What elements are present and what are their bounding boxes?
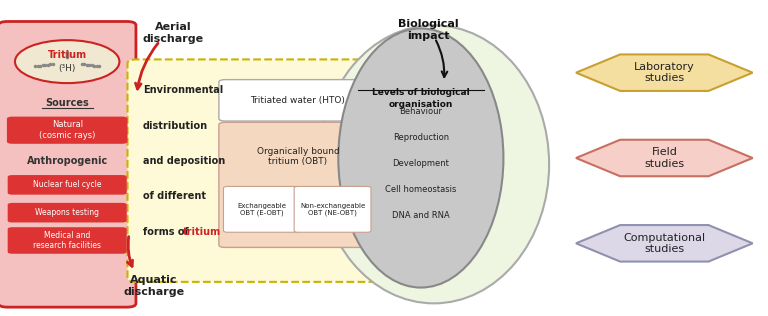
Text: Medical and
research facilities: Medical and research facilities	[33, 231, 101, 250]
Text: Laboratory
studies: Laboratory studies	[634, 62, 695, 83]
Text: Exchangeable
OBT (E-OBT): Exchangeable OBT (E-OBT)	[237, 203, 286, 216]
Text: Weapons testing: Weapons testing	[35, 208, 99, 217]
Text: Organically bound
tritium (OBT): Organically bound tritium (OBT)	[257, 147, 339, 166]
Text: Natural
(cosmic rays): Natural (cosmic rays)	[39, 120, 95, 140]
Text: Development: Development	[392, 159, 449, 168]
Text: Tritium: Tritium	[48, 50, 87, 60]
FancyBboxPatch shape	[294, 186, 371, 232]
Text: Biological
impact: Biological impact	[399, 19, 458, 40]
Text: Nuclear fuel cycle: Nuclear fuel cycle	[33, 180, 101, 189]
FancyBboxPatch shape	[8, 227, 127, 254]
Ellipse shape	[338, 28, 504, 288]
FancyBboxPatch shape	[127, 59, 388, 282]
Ellipse shape	[319, 25, 549, 303]
Text: Environmental: Environmental	[143, 85, 223, 95]
Text: Aerial
discharge: Aerial discharge	[142, 22, 204, 44]
FancyBboxPatch shape	[8, 175, 127, 195]
Text: Levels of biological
organisation: Levels of biological organisation	[372, 88, 470, 109]
Text: Sources: Sources	[45, 98, 89, 108]
Text: (³H): (³H)	[58, 64, 76, 73]
Text: of different: of different	[143, 191, 206, 202]
Text: tritium: tritium	[183, 227, 221, 237]
Text: Reproduction: Reproduction	[392, 133, 449, 142]
FancyBboxPatch shape	[223, 186, 300, 232]
Polygon shape	[576, 225, 753, 262]
FancyBboxPatch shape	[219, 80, 377, 121]
Text: DNA and RNA: DNA and RNA	[392, 211, 450, 220]
FancyBboxPatch shape	[7, 117, 127, 144]
FancyBboxPatch shape	[219, 122, 377, 247]
Text: and deposition: and deposition	[143, 156, 225, 166]
Polygon shape	[576, 140, 753, 176]
Text: Anthropogenic: Anthropogenic	[27, 156, 108, 166]
Polygon shape	[576, 54, 753, 91]
Text: Computational
studies: Computational studies	[624, 233, 705, 254]
Text: forms of: forms of	[143, 227, 192, 237]
FancyBboxPatch shape	[8, 203, 127, 222]
Text: distribution: distribution	[143, 121, 208, 131]
Circle shape	[15, 40, 119, 83]
Text: Tritiated water (HTO): Tritiated water (HTO)	[250, 96, 346, 105]
Text: Aquatic
discharge: Aquatic discharge	[123, 276, 184, 297]
FancyBboxPatch shape	[0, 21, 136, 307]
Text: Behaviour: Behaviour	[399, 107, 442, 116]
Text: Cell homeostasis: Cell homeostasis	[386, 185, 456, 194]
Text: Field
studies: Field studies	[644, 147, 684, 169]
Text: Non-exchangeable
OBT (NE-OBT): Non-exchangeable OBT (NE-OBT)	[300, 203, 365, 216]
